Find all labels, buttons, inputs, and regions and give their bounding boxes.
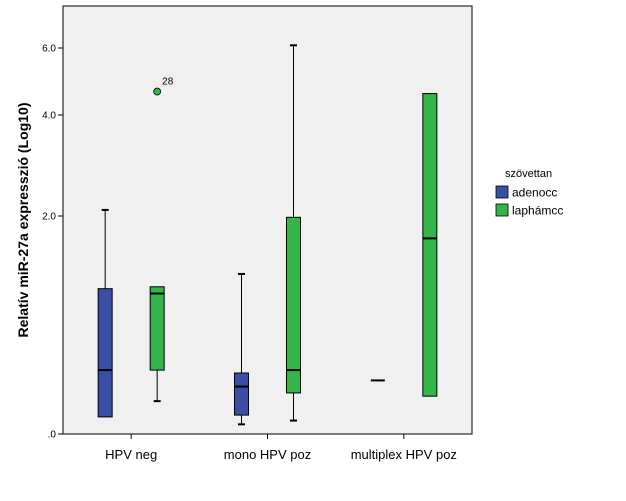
box-iqr [97,288,113,418]
y-tick-label: 2.0 [42,212,56,223]
box-laphámcc [286,44,301,422]
box-laphámcc [149,286,165,403]
box-laphámcc [422,93,438,397]
outlier-point [153,87,162,96]
box-iqr [422,93,438,397]
y-tick-label: 6.0 [42,44,56,55]
box-iqr [286,216,301,394]
x-tick-label: HPV neg [105,447,157,462]
outliers: 28 [153,77,174,96]
plot-area [62,5,473,435]
legend-label: laphámcc [512,204,563,218]
boxes [97,44,438,426]
y-axis: .0 2.0 4.0 6.0 [42,44,63,441]
legend-label: adenocc [512,186,557,200]
x-tick-label: mono HPV poz [224,447,311,462]
y-tick-label: .0 [48,430,57,441]
box-adenocc [234,272,249,426]
legend-swatch [495,203,509,217]
x-axis: HPV neg mono HPV poz multiplex HPV poz [105,434,457,462]
legend: szövettan adenocc laphámcc [495,168,563,218]
outlier-label: 28 [162,77,174,88]
box-adenocc [97,208,113,418]
box-iqr [149,286,165,371]
box-iqr [234,372,249,416]
legend-title: szövettan [505,168,552,180]
x-tick-label: multiplex HPV poz [351,447,457,462]
legend-swatch [495,185,509,199]
y-axis-title: Relatív miR-27a expresszió (Log10) [15,103,31,338]
y-tick-label: 4.0 [42,111,56,122]
